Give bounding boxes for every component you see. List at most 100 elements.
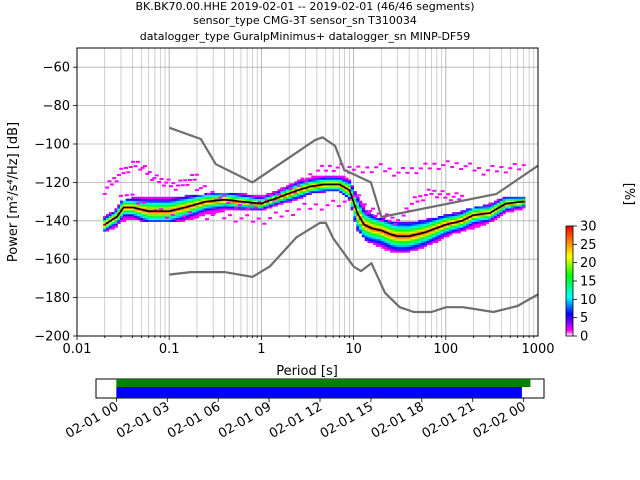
histogram-cell [207, 198, 211, 201]
histogram-cell [502, 206, 506, 209]
histogram-cell [187, 202, 191, 205]
histogram-cell [210, 202, 214, 205]
histogram-cell [173, 200, 177, 203]
histogram-cell [350, 187, 354, 190]
histogram-cell [412, 223, 416, 226]
histogram-cell [322, 179, 326, 182]
histogram-cell [361, 227, 366, 230]
histogram-cell [426, 231, 430, 234]
histogram-cell [173, 206, 177, 209]
histogram-cell [415, 227, 419, 230]
histogram-cell [401, 240, 405, 244]
histogram-cell [404, 237, 408, 240]
histogram-cell [437, 223, 442, 226]
histogram-cell [423, 237, 428, 240]
histogram-cell [167, 206, 172, 209]
histogram-cell [479, 214, 484, 217]
histogram-cell [184, 204, 189, 207]
histogram-cell [156, 196, 160, 199]
histogram-cell [392, 235, 397, 238]
histogram-cell [212, 192, 217, 196]
high-noise-model-line [168, 126, 538, 219]
histogram-cell [398, 221, 402, 224]
histogram-cell [330, 181, 335, 184]
histogram-cell [190, 194, 194, 197]
histogram-cell [136, 200, 141, 203]
histogram-cell [513, 208, 518, 211]
histogram-cell [224, 202, 228, 205]
histogram-cell [468, 221, 473, 224]
histogram-cell [150, 202, 155, 205]
histogram-cell [373, 231, 377, 234]
psd-histogram [103, 175, 526, 253]
histogram-cell [344, 181, 349, 184]
histogram-cell [488, 204, 492, 207]
histogram-cell [488, 219, 492, 222]
outlier-cell [521, 164, 526, 167]
histogram-cell [454, 219, 459, 222]
histogram-cell [474, 212, 478, 215]
histogram-cell [148, 219, 152, 222]
histogram-cell [387, 246, 391, 249]
histogram-cell [412, 244, 416, 247]
outlier-cell [376, 212, 381, 215]
histogram-cell [468, 219, 473, 222]
histogram-cell [139, 217, 144, 221]
histogram-cell [401, 242, 405, 245]
histogram-cell [443, 235, 447, 238]
histogram-cell [398, 237, 402, 240]
outlier-cell [396, 171, 401, 174]
histogram-cell [246, 206, 250, 209]
histogram-cell [423, 219, 428, 222]
histogram-cell [136, 204, 141, 207]
histogram-cell [389, 235, 394, 238]
histogram-cell [359, 212, 363, 215]
histogram-cell [499, 210, 504, 213]
histogram-cell [322, 187, 326, 190]
outlier-cell [435, 196, 440, 199]
histogram-cell [384, 229, 388, 232]
histogram-cell [412, 237, 416, 240]
histogram-cell [409, 231, 414, 234]
histogram-cell [322, 189, 326, 192]
histogram-cell [170, 204, 175, 207]
histogram-cell [201, 202, 205, 205]
histogram-cell [463, 221, 467, 224]
histogram-cell [361, 231, 366, 234]
histogram-cell [319, 177, 324, 180]
histogram-cell [238, 194, 242, 197]
histogram-cell [226, 196, 231, 199]
histogram-cell [210, 194, 214, 197]
histogram-cell [519, 204, 523, 207]
histogram-cell [308, 189, 312, 192]
histogram-cell [375, 221, 380, 224]
histogram-cell [361, 216, 366, 219]
histogram-cell [308, 191, 312, 194]
histogram-cell [159, 204, 163, 207]
outlier-cell [440, 190, 445, 193]
time-tick-label: 02-01 00 [63, 399, 121, 441]
histogram-cell [114, 223, 118, 226]
histogram-cell [454, 212, 459, 215]
histogram-cell [513, 196, 518, 199]
outlier-cell [374, 166, 379, 169]
outlier-cell [214, 198, 219, 201]
histogram-cell [373, 240, 377, 244]
histogram-cell [423, 235, 428, 238]
histogram-cell [389, 240, 394, 244]
outlier-cell [183, 179, 188, 182]
histogram-cell [429, 227, 433, 230]
histogram-cell [305, 185, 310, 188]
histogram-cell [344, 189, 349, 192]
histogram-cell [204, 212, 208, 215]
histogram-cell [406, 240, 411, 244]
histogram-cell [339, 177, 343, 180]
histogram-cell [195, 196, 200, 199]
histogram-cell [415, 235, 419, 238]
histogram-cell [314, 191, 318, 194]
plot-frame [76, 47, 539, 337]
histogram-cell [404, 225, 408, 228]
histogram-cell [212, 208, 217, 211]
histogram-cell [505, 196, 509, 199]
histogram-cell [221, 200, 225, 203]
